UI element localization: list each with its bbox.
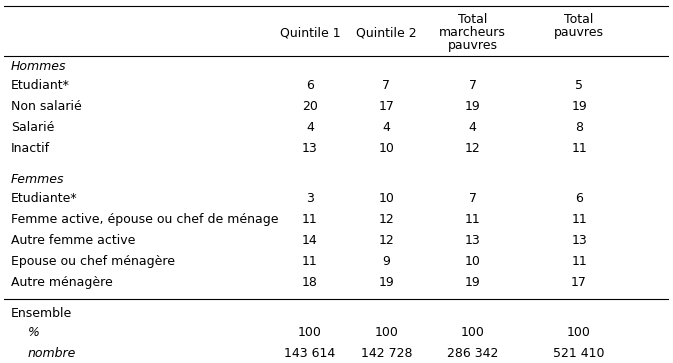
Text: 20: 20 (302, 100, 318, 113)
Text: 143 614: 143 614 (284, 347, 336, 360)
Text: 13: 13 (302, 142, 318, 155)
Text: 12: 12 (465, 142, 481, 155)
Text: 12: 12 (378, 234, 394, 247)
Text: 7: 7 (469, 192, 476, 205)
Text: 19: 19 (571, 100, 587, 113)
Text: Epouse ou chef ménagère: Epouse ou chef ménagère (11, 255, 175, 268)
Text: 7: 7 (382, 79, 390, 92)
Text: 100: 100 (567, 326, 591, 339)
Text: 11: 11 (302, 213, 318, 226)
Text: 521 410: 521 410 (553, 347, 605, 360)
Text: Autre ménagère: Autre ménagère (11, 277, 112, 289)
Text: %: % (28, 326, 39, 339)
Text: 13: 13 (465, 234, 481, 247)
Text: pauvres: pauvres (554, 26, 604, 39)
Text: 100: 100 (298, 326, 322, 339)
Text: 4: 4 (382, 121, 390, 134)
Text: 19: 19 (465, 100, 481, 113)
Text: Etudiante*: Etudiante* (11, 192, 77, 205)
Text: Non salarié: Non salarié (11, 100, 81, 113)
Text: 17: 17 (378, 100, 394, 113)
Text: 286 342: 286 342 (447, 347, 499, 360)
Text: 11: 11 (571, 213, 587, 226)
Text: 100: 100 (374, 326, 398, 339)
Text: 19: 19 (465, 277, 481, 289)
Text: Salarié: Salarié (11, 121, 55, 134)
Text: 8: 8 (575, 121, 583, 134)
Text: Autre femme active: Autre femme active (11, 234, 135, 247)
Text: 11: 11 (465, 213, 481, 226)
Text: Total: Total (565, 13, 594, 25)
Text: 3: 3 (306, 192, 314, 205)
Text: 11: 11 (302, 255, 318, 268)
Text: 6: 6 (575, 192, 583, 205)
Text: 14: 14 (302, 234, 318, 247)
Text: 11: 11 (571, 142, 587, 155)
Text: 17: 17 (571, 277, 587, 289)
Text: 18: 18 (302, 277, 318, 289)
Text: 11: 11 (571, 255, 587, 268)
Text: Etudiant*: Etudiant* (11, 79, 70, 92)
Text: 10: 10 (465, 255, 481, 268)
Text: 7: 7 (469, 79, 476, 92)
Text: 19: 19 (378, 277, 394, 289)
Text: marcheurs: marcheurs (439, 26, 506, 39)
Text: 10: 10 (378, 192, 394, 205)
Text: Total: Total (458, 13, 487, 25)
Text: Femmes: Femmes (11, 173, 65, 186)
Text: Quintile 1: Quintile 1 (279, 26, 341, 39)
Text: Ensemble: Ensemble (11, 307, 72, 320)
Text: Quintile 2: Quintile 2 (356, 26, 417, 39)
Text: 4: 4 (469, 121, 476, 134)
Text: 12: 12 (378, 213, 394, 226)
Text: Hommes: Hommes (11, 60, 67, 73)
Text: 9: 9 (382, 255, 390, 268)
Text: 100: 100 (461, 326, 485, 339)
Text: Femme active, épouse ou chef de ménage: Femme active, épouse ou chef de ménage (11, 213, 279, 226)
Text: 13: 13 (571, 234, 587, 247)
Text: Inactif: Inactif (11, 142, 50, 155)
Text: nombre: nombre (28, 347, 76, 360)
Text: pauvres: pauvres (448, 40, 498, 53)
Text: 4: 4 (306, 121, 314, 134)
Text: 142 728: 142 728 (361, 347, 412, 360)
Text: 5: 5 (575, 79, 583, 92)
Text: 6: 6 (306, 79, 314, 92)
Text: 10: 10 (378, 142, 394, 155)
